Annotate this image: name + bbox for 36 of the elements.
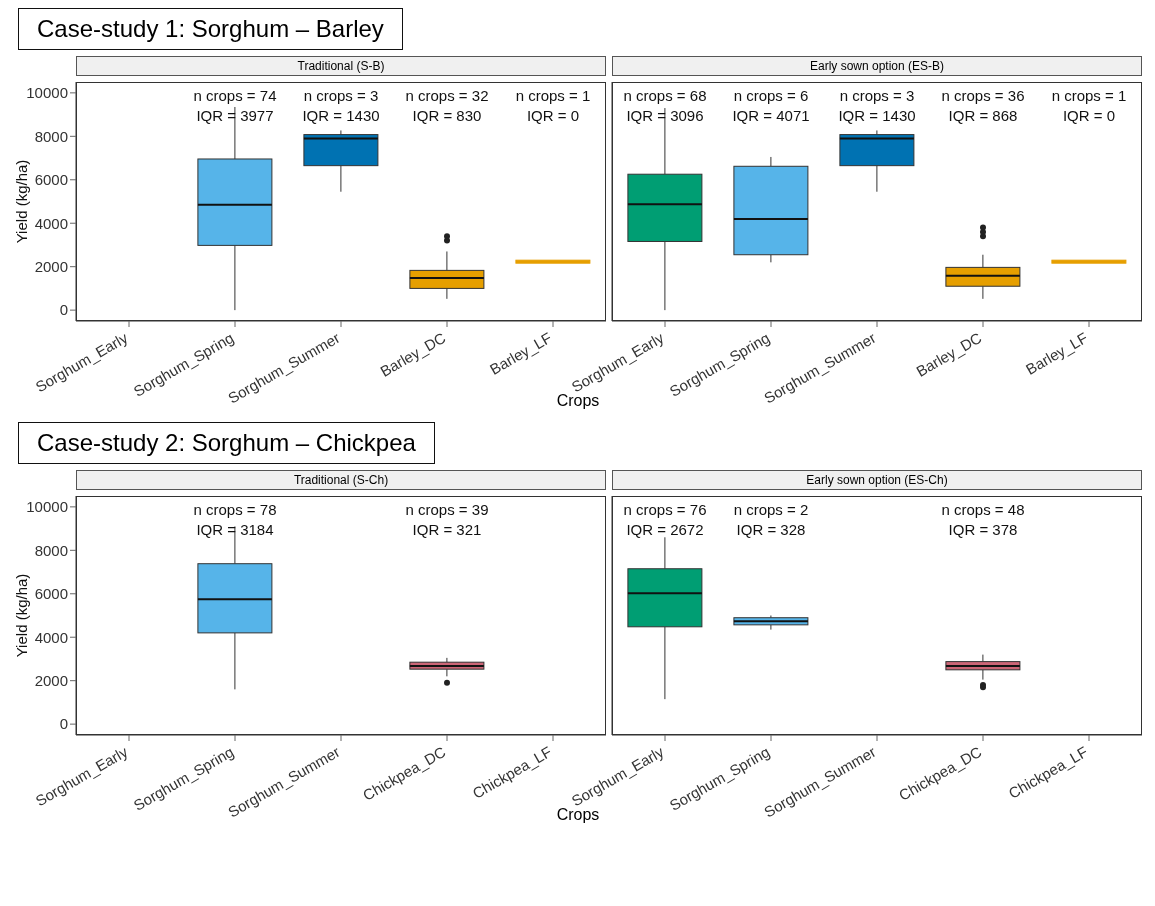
annotation: n crops = 3 IQR = 1430: [838, 86, 916, 126]
annotation: n crops = 39 IQR = 321: [405, 500, 489, 540]
annotation: n crops = 6 IQR = 4071: [732, 86, 810, 126]
chart-subtitle: Traditional (S-Ch): [76, 470, 606, 490]
annotation: n crops = 3 IQR = 1430: [302, 86, 380, 126]
y-tick-label: 2000: [34, 258, 68, 276]
y-tick-label: 0: [59, 301, 68, 319]
annotation: n crops = 48 IQR = 378: [941, 500, 1025, 540]
y-tick-label: 8000: [34, 127, 68, 145]
y-tick-label: 6000: [34, 585, 68, 603]
y-tick-label: 10000: [26, 498, 68, 516]
annotation: n crops = 68 IQR = 3096: [623, 86, 707, 126]
chart-subtitle: Early sown option (ES-B): [612, 56, 1142, 76]
chart-subtitle: Traditional (S-B): [76, 56, 606, 76]
y-tick-label: 2000: [34, 672, 68, 690]
y-tick-label: 6000: [34, 171, 68, 189]
annotation: n crops = 76 IQR = 2672: [623, 500, 707, 540]
annotation: n crops = 74 IQR = 3977: [193, 86, 277, 126]
y-tick-label: 4000: [34, 214, 68, 232]
y-axis-title: Yield (kg/ha): [13, 573, 31, 658]
chart-title: Case-study 2: Sorghum – Chickpea: [18, 422, 435, 464]
chart-title: Case-study 1: Sorghum – Barley: [18, 8, 403, 50]
chart-subtitle: Early sown option (ES-Ch): [612, 470, 1142, 490]
y-tick-label: 4000: [34, 628, 68, 646]
annotation: n crops = 1 IQR = 0: [515, 86, 591, 126]
annotation: n crops = 32 IQR = 830: [405, 86, 489, 126]
y-tick-label: 8000: [34, 541, 68, 559]
y-axis-title: Yield (kg/ha): [13, 159, 31, 244]
y-tick-label: 0: [59, 715, 68, 733]
annotation: n crops = 36 IQR = 868: [941, 86, 1025, 126]
annotation: n crops = 2 IQR = 328: [733, 500, 809, 540]
annotation: n crops = 78 IQR = 3184: [193, 500, 277, 540]
annotation: n crops = 1 IQR = 0: [1051, 86, 1127, 126]
x-axis-title: Crops: [555, 806, 601, 824]
y-tick-label: 10000: [26, 84, 68, 102]
x-axis-title: Crops: [555, 392, 601, 410]
